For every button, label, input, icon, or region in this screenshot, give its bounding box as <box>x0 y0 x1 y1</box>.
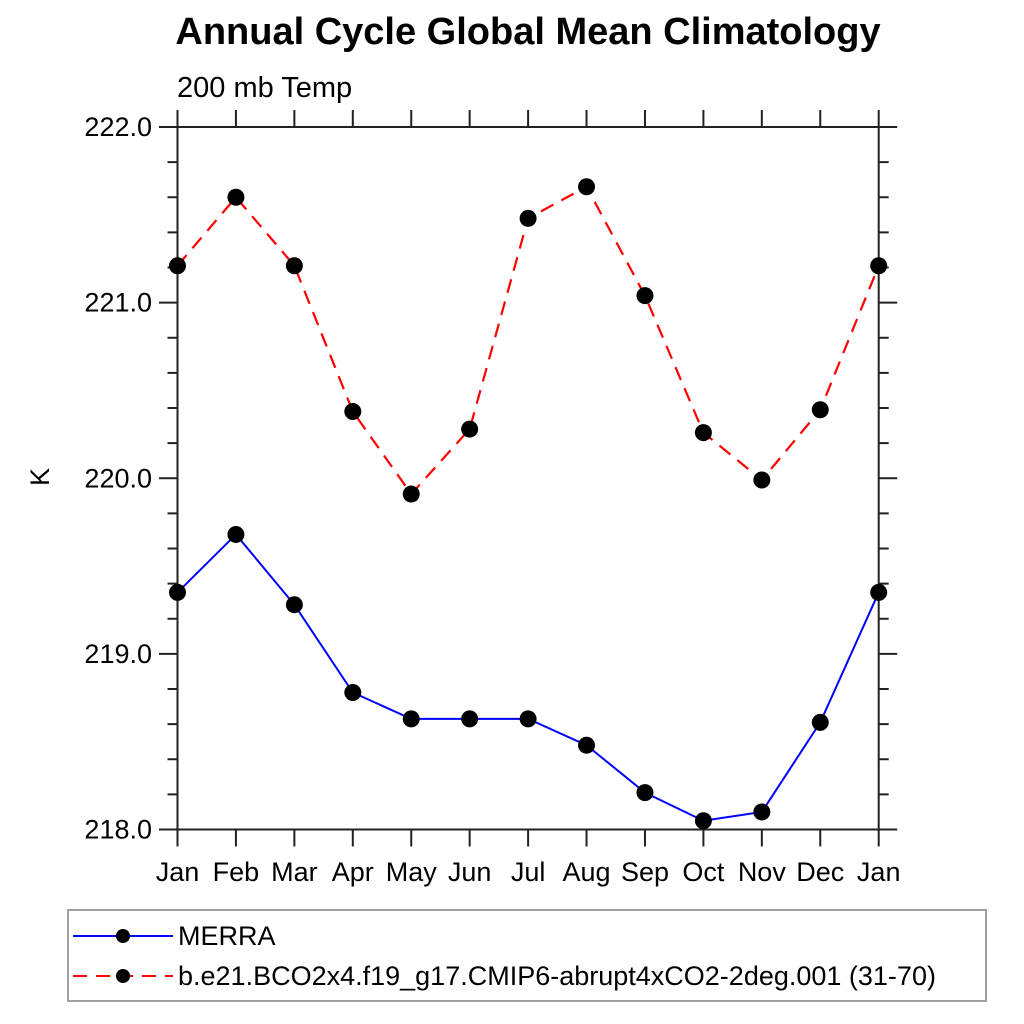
data-point <box>169 583 186 601</box>
x-tick-label: May <box>386 857 438 887</box>
x-tick-label: Nov <box>738 857 787 887</box>
data-point <box>578 178 596 196</box>
chart-subtitle: 200 mb Temp <box>177 72 353 104</box>
data-point <box>811 713 829 731</box>
y-tick-label: 218.0 <box>84 815 152 845</box>
data-point <box>344 403 362 421</box>
legend-marker-dot <box>116 969 130 983</box>
data-point <box>169 257 186 275</box>
legend-sample-model <box>73 969 173 983</box>
data-point <box>461 420 479 438</box>
x-tick-label: Mar <box>271 857 318 887</box>
legend-box: MERRA b.e21.BCO2x4.f19_g17.CMIP6-abrupt4… <box>67 909 987 1002</box>
x-tick-label: Jul <box>511 857 546 887</box>
data-point <box>636 287 654 305</box>
data-point <box>461 710 479 728</box>
y-tick-label: 219.0 <box>84 639 152 669</box>
y-axis-label: K <box>25 468 55 486</box>
series-line-merra <box>176 532 880 822</box>
legend-item-merra: MERRA <box>72 921 276 951</box>
data-point <box>870 257 888 275</box>
data-point <box>578 736 596 754</box>
data-point <box>753 803 771 821</box>
y-tick-label: 221.0 <box>84 288 152 318</box>
data-point <box>694 424 712 442</box>
x-tick-label: Dec <box>796 857 844 887</box>
x-tick-label: Apr <box>332 857 374 887</box>
data-point <box>870 583 888 601</box>
y-tick-label: 220.0 <box>84 463 152 493</box>
legend-item-model: b.e21.BCO2x4.f19_g17.CMIP6-abrupt4xCO2-2… <box>72 961 936 991</box>
data-point <box>227 188 245 206</box>
legend-label-merra: MERRA <box>178 920 276 951</box>
x-tick-label: Sep <box>621 857 669 887</box>
data-point <box>402 485 420 503</box>
legend-marker-dot <box>116 929 130 943</box>
data-point <box>402 710 420 728</box>
data-point <box>519 209 537 227</box>
y-tick-label: 222.0 <box>84 112 152 142</box>
plot-frame <box>176 126 880 831</box>
x-tick-label: Jan <box>156 857 200 887</box>
x-tick-label: Aug <box>563 857 611 887</box>
series-line-model <box>176 185 880 496</box>
x-tick-label: Feb <box>213 857 260 887</box>
chart-title: Annual Cycle Global Mean Climatology <box>175 11 881 53</box>
legend-label-model: b.e21.BCO2x4.f19_g17.CMIP6-abrupt4xCO2-2… <box>178 960 936 991</box>
data-point <box>344 684 362 702</box>
data-point <box>227 525 245 543</box>
x-tick-label: Jun <box>448 857 492 887</box>
data-point <box>753 471 771 489</box>
data-point <box>285 596 303 614</box>
data-point <box>285 257 303 275</box>
x-tick-label: Jan <box>857 857 901 887</box>
data-point <box>694 812 712 830</box>
data-point <box>636 784 654 802</box>
x-tick-label: Oct <box>682 857 725 887</box>
data-point <box>519 710 537 728</box>
data-point <box>811 401 829 419</box>
legend-sample-merra <box>73 929 173 943</box>
